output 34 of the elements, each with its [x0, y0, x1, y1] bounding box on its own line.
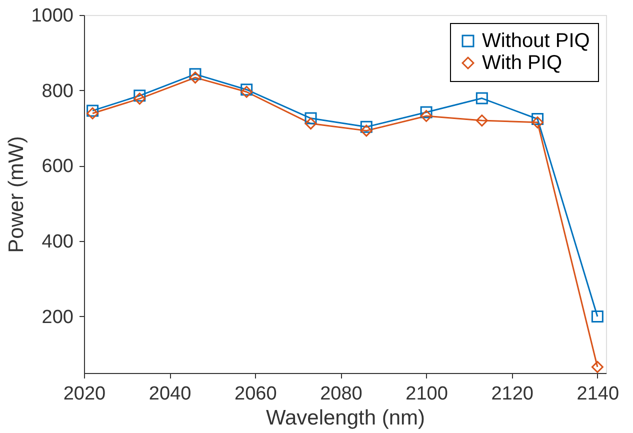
x-tick-label: 2080 [320, 384, 362, 404]
point [189, 68, 202, 80]
point [532, 116, 544, 128]
point [591, 360, 604, 373]
y-tick-label: 400 [42, 232, 74, 253]
legend-label: With PIQ [482, 52, 562, 74]
y-tick-label: 600 [42, 156, 74, 178]
point [304, 112, 317, 124]
point [134, 90, 146, 102]
x-tick-label: 2100 [406, 384, 448, 404]
x-axis-title: Wavelength (nm) [266, 406, 426, 430]
point [189, 72, 202, 84]
y-tick-label: 1000 [31, 6, 74, 26]
point [476, 92, 488, 104]
legend-label: Without PIQ [482, 30, 590, 52]
point [360, 124, 372, 137]
x-tick-label: 2020 [63, 384, 106, 404]
y-axis-title: Power (mW) [5, 136, 28, 253]
point [134, 92, 146, 105]
point [360, 120, 372, 133]
point [304, 118, 317, 130]
y-tick-label: 800 [42, 80, 74, 102]
point [420, 110, 432, 122]
x-tick-label: 2140 [576, 384, 620, 404]
x-tick-label: 2120 [491, 384, 534, 404]
point [86, 104, 99, 117]
y-tick-label: 200 [42, 306, 74, 328]
point [86, 107, 99, 120]
point [476, 114, 488, 127]
point [420, 106, 432, 118]
x-tick-label: 2060 [234, 384, 277, 404]
point [532, 113, 544, 125]
point [591, 310, 604, 322]
x-tick-label: 2040 [148, 384, 192, 404]
